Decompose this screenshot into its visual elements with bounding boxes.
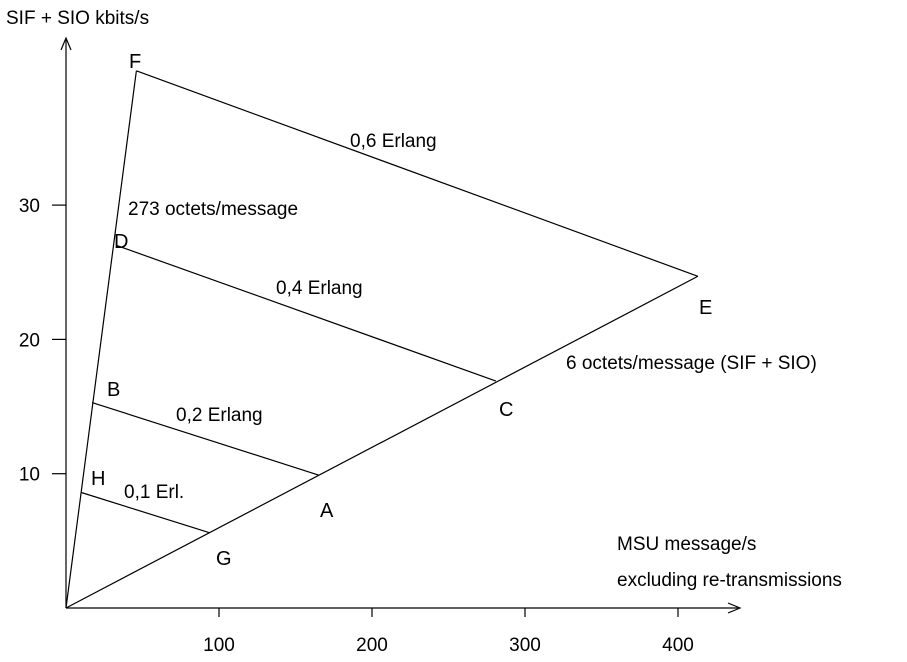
y-axis-title: SIF + SIO kbits/s [6, 8, 149, 29]
point-label-G: G [216, 548, 232, 570]
y-axis-arrow [60, 36, 72, 51]
boundary-label-max-length: 273 octets/message [128, 199, 298, 220]
point-label-A: A [320, 500, 334, 522]
boundary-line-min-length [65, 275, 699, 609]
axes: 100 200 300 400 10 20 30 [19, 36, 742, 656]
erlang-lines: 0,6 Erlang 0,4 Erlang 0,2 Erlang 0,1 Erl. [81, 70, 699, 534]
x-tick-label-300: 300 [509, 635, 541, 656]
erlang-line-erl06 [136, 70, 699, 277]
point-label-E: E [699, 297, 712, 319]
erlang-line-erl01 [81, 491, 210, 534]
point-label-C: C [499, 399, 513, 421]
boundary-lines: 273 octets/message 6 octets/message (SIF … [65, 70, 817, 609]
y-tick-label-20: 20 [19, 330, 40, 351]
erlang-line-erl02 [91, 401, 319, 476]
y-tick-label-10: 10 [19, 465, 40, 486]
x-tick-label-100: 100 [203, 635, 235, 656]
erlang-label-erl02: 0,2 Erlang [176, 405, 263, 426]
y-tick-label-30: 30 [19, 196, 40, 217]
point-label-B: B [107, 379, 120, 401]
erlang-line-erl04 [116, 244, 497, 382]
point-label-D: D [114, 231, 128, 253]
point-labels: F D B H E C A G [91, 51, 712, 570]
point-label-F: F [129, 51, 141, 73]
x-tick-label-200: 200 [356, 635, 388, 656]
boundary-label-min-length: 6 octets/message (SIF + SIO) [566, 353, 817, 374]
x-axis-arrow [727, 602, 742, 614]
point-label-H: H [91, 468, 105, 490]
erlang-label-erl04: 0,4 Erlang [276, 278, 363, 299]
x-axis-title-line-2: excluding re-transmissions [617, 570, 842, 591]
erlang-label-erl01: 0,1 Erl. [124, 482, 184, 503]
x-axis-title-line-1: MSU message/s [617, 534, 756, 555]
annotations: SIF + SIO kbits/s MSU message/s excludin… [6, 8, 842, 591]
x-tick-label-400: 400 [662, 635, 694, 656]
boundary-line-max-length [65, 70, 137, 609]
erlang-label-erl06: 0,6 Erlang [350, 131, 437, 152]
